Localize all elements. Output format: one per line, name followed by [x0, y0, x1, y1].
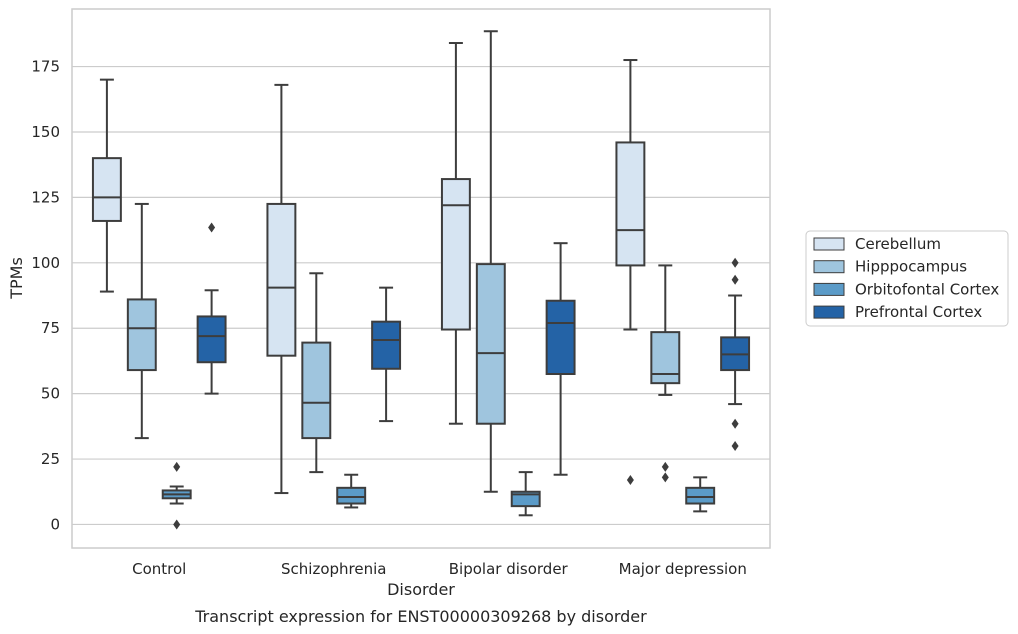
box-body — [371, 320, 402, 370]
y-tick-label: 0 — [50, 515, 60, 533]
legend-label: Prefrontal Cortex — [855, 303, 982, 321]
y-tick-label: 175 — [31, 58, 60, 76]
outlier-point — [731, 274, 739, 285]
outlier-point — [731, 257, 739, 268]
x-tick-label: Control — [132, 560, 186, 578]
outlier-point — [731, 418, 739, 429]
outlier-point — [173, 519, 181, 530]
outlier-point — [661, 472, 669, 483]
legend-swatch — [813, 237, 845, 251]
x-tick-label: Major depression — [619, 560, 747, 578]
x-tick-label: Schizophrenia — [281, 560, 386, 578]
box-3-1 — [371, 286, 402, 423]
outlier-point — [661, 461, 669, 472]
box-3-3 — [720, 257, 751, 451]
box-body — [126, 298, 157, 372]
x-axis-label: Disorder — [387, 580, 455, 599]
box-1-2 — [475, 30, 506, 493]
box-body — [615, 141, 646, 267]
x-tick-label: Bipolar disorder — [449, 560, 569, 578]
box-1-1 — [301, 272, 332, 474]
box-1-3 — [650, 264, 681, 483]
box-2-2 — [510, 471, 541, 517]
legend-swatch — [813, 260, 845, 274]
box-body — [545, 299, 576, 376]
box-1-0 — [126, 202, 157, 440]
legend-label: Cerebellum — [855, 235, 941, 253]
outlier-point — [173, 461, 181, 472]
box-body — [685, 486, 716, 505]
y-axis-label: TPMs — [7, 257, 26, 300]
x-axis-ticks: Control Schizophrenia Bipolar disorder Majo… — [132, 560, 747, 578]
box-body — [650, 331, 681, 385]
legend-frame — [805, 230, 1009, 327]
outlier-point — [626, 474, 634, 485]
outlier-point — [731, 440, 739, 451]
box-3-0 — [196, 222, 227, 395]
legend-label: Orbitofontal Cortex — [855, 280, 999, 298]
y-tick-label: 150 — [31, 123, 60, 141]
outlier-point — [208, 222, 216, 233]
y-tick-label: 75 — [41, 319, 60, 337]
y-axis-ticks: 0 25 50 75 100 125 150 175 — [31, 58, 60, 534]
gridlines — [72, 65, 770, 526]
legend-swatch — [813, 282, 845, 296]
box-body — [475, 263, 506, 425]
box-0-0 — [91, 78, 122, 293]
legend: Cerebellum Hipppocampus Orbitofontal Corte… — [805, 230, 1009, 327]
box-0-2 — [440, 42, 471, 425]
chart-caption: Transcript expression for ENST0000030926… — [194, 607, 647, 626]
legend-label: Hipppocampus — [855, 258, 967, 276]
box-body — [266, 202, 297, 357]
box-body — [301, 341, 332, 440]
boxes — [91, 30, 751, 530]
y-tick-label: 125 — [31, 188, 60, 206]
plot-frame — [71, 8, 771, 549]
box-2-3 — [685, 476, 716, 513]
box-body — [440, 178, 471, 331]
box-body — [336, 486, 367, 505]
y-tick-label: 100 — [31, 254, 60, 272]
box-body — [91, 157, 122, 222]
legend-swatch — [813, 305, 845, 319]
box-2-0 — [161, 461, 192, 530]
box-0-1 — [266, 83, 297, 495]
box-body — [196, 315, 227, 364]
box-2-1 — [336, 473, 367, 509]
y-tick-label: 25 — [41, 450, 60, 468]
box-3-2 — [545, 242, 576, 476]
y-tick-label: 50 — [41, 385, 60, 403]
box-0-3 — [615, 59, 646, 485]
